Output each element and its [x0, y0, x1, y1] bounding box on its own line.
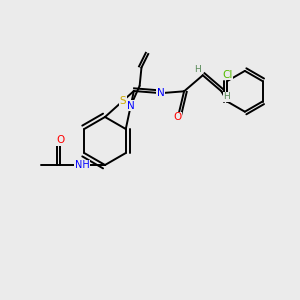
- Text: N: N: [127, 100, 135, 110]
- Text: N: N: [157, 88, 165, 98]
- Text: H: H: [194, 65, 201, 74]
- Text: O: O: [56, 135, 65, 145]
- Text: S: S: [119, 96, 126, 106]
- Text: Cl: Cl: [223, 70, 233, 80]
- Text: H: H: [224, 92, 230, 101]
- Text: O: O: [173, 112, 181, 122]
- Text: NH: NH: [74, 160, 89, 170]
